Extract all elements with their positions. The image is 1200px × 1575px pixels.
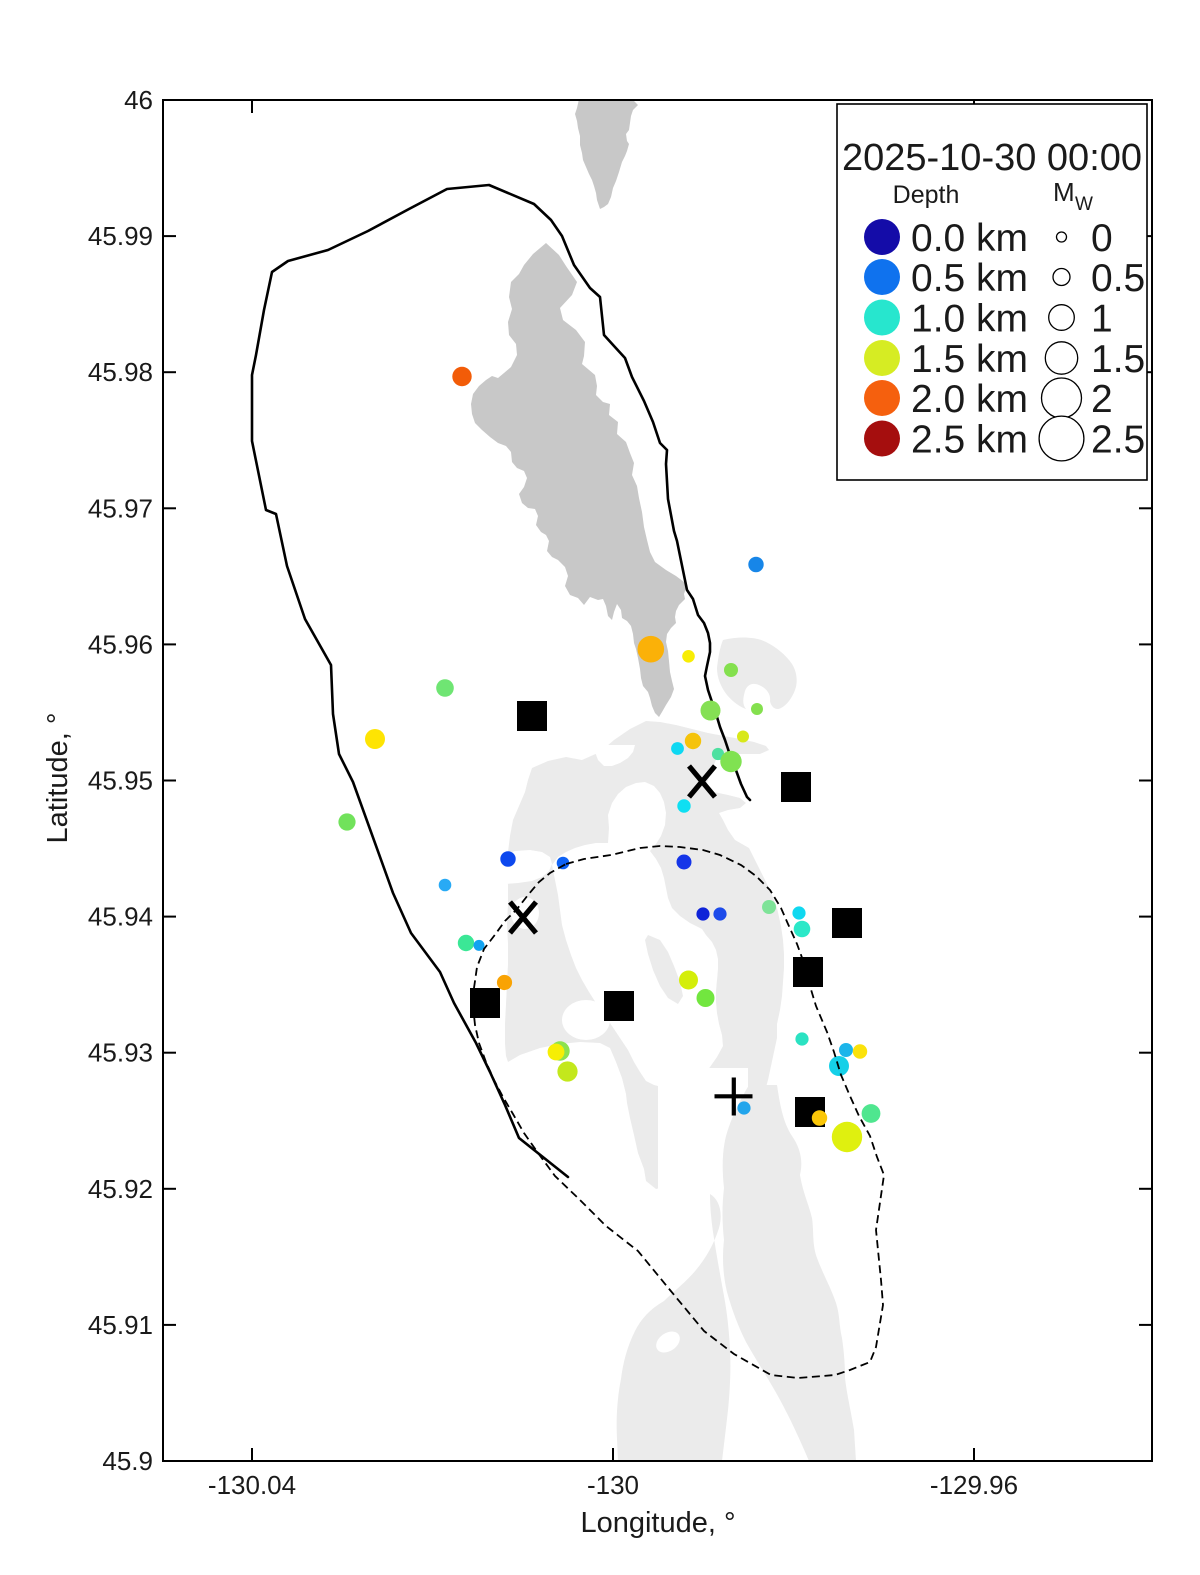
svg-text:2: 2 [1091, 378, 1113, 421]
svg-text:2025-10-30 00:00: 2025-10-30 00:00 [842, 137, 1142, 179]
svg-text:46: 46 [124, 85, 153, 115]
svg-text:M: M [1053, 177, 1075, 207]
svg-text:45.9: 45.9 [102, 1446, 153, 1476]
svg-text:-130: -130 [587, 1470, 639, 1500]
svg-text:2.0 km: 2.0 km [911, 378, 1028, 421]
svg-text:45.96: 45.96 [88, 629, 153, 659]
svg-text:45.92: 45.92 [88, 1174, 153, 1204]
svg-text:0.5 km: 0.5 km [911, 257, 1028, 300]
svg-text:-129.96: -129.96 [930, 1470, 1018, 1500]
svg-text:45.99: 45.99 [88, 221, 153, 251]
svg-text:Longitude, °: Longitude, ° [580, 1507, 735, 1539]
svg-text:45.95: 45.95 [88, 766, 153, 796]
svg-text:45.98: 45.98 [88, 357, 153, 387]
svg-text:1.5 km: 1.5 km [911, 338, 1028, 381]
svg-text:1.0 km: 1.0 km [911, 298, 1028, 341]
svg-text:45.97: 45.97 [88, 493, 153, 523]
svg-text:2.5: 2.5 [1091, 419, 1145, 462]
svg-text:0: 0 [1091, 217, 1113, 260]
svg-text:1.5: 1.5 [1091, 338, 1145, 381]
svg-text:2.5 km: 2.5 km [911, 419, 1028, 462]
svg-text:Latitude, °: Latitude, ° [42, 713, 74, 844]
svg-text:45.91: 45.91 [88, 1310, 153, 1340]
svg-text:1: 1 [1091, 298, 1113, 341]
svg-text:0.5: 0.5 [1091, 257, 1145, 300]
svg-text:W: W [1075, 194, 1093, 215]
svg-text:45.94: 45.94 [88, 902, 153, 932]
svg-text:-130.04: -130.04 [208, 1470, 296, 1500]
svg-text:45.93: 45.93 [88, 1038, 153, 1068]
svg-text:Depth: Depth [893, 181, 960, 209]
svg-text:0.0 km: 0.0 km [911, 217, 1028, 260]
